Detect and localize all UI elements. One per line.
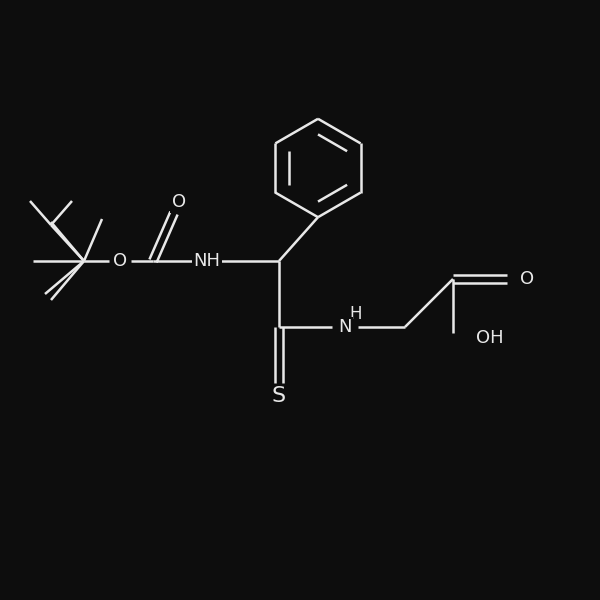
Text: O: O <box>113 252 127 270</box>
Text: S: S <box>272 386 286 406</box>
Text: N: N <box>338 318 352 336</box>
Text: H: H <box>349 305 362 323</box>
Text: OH: OH <box>476 329 503 347</box>
Text: O: O <box>520 270 535 288</box>
Text: O: O <box>172 193 186 211</box>
Text: NH: NH <box>193 252 221 270</box>
